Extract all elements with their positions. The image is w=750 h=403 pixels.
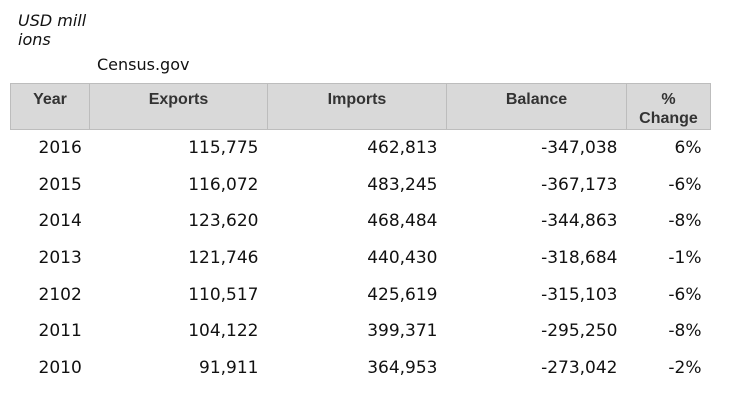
- table-row: 2015 116,072 483,245 -367,173 -6%: [11, 167, 711, 204]
- units-caption: USD millions: [18, 11, 87, 49]
- cell-percent-change: -8%: [668, 211, 702, 232]
- cell-percent-change: -8%: [668, 321, 702, 342]
- cell-imports: 468,484: [367, 211, 438, 232]
- cell-imports: 364,953: [367, 357, 438, 378]
- cell-exports: 104,122: [188, 321, 259, 342]
- table-row: 2011 104,122 399,371 -295,250 -8%: [11, 313, 711, 350]
- cell-year: 2011: [38, 321, 82, 342]
- table-header-row: Year Exports Imports Balance % Change: [10, 83, 711, 130]
- cell-exports: 91,911: [199, 357, 259, 378]
- cell-balance: -273,042: [541, 357, 618, 378]
- cell-imports: 440,430: [367, 248, 438, 269]
- header-exports: Exports: [89, 83, 268, 130]
- cell-percent-change: -6%: [668, 284, 702, 305]
- cell-percent-change: -6%: [668, 174, 702, 195]
- source-caption: Census.gov: [97, 55, 190, 74]
- cell-exports: 115,775: [188, 138, 259, 159]
- cell-percent-change: -1%: [668, 248, 702, 269]
- cell-imports: 399,371: [367, 321, 438, 342]
- cell-balance: -344,863: [541, 211, 618, 232]
- cell-exports: 123,620: [188, 211, 259, 232]
- cell-balance: -318,684: [541, 248, 618, 269]
- cell-exports: 116,072: [188, 174, 259, 195]
- cell-imports: 483,245: [367, 174, 438, 195]
- cell-percent-change: 6%: [674, 138, 702, 159]
- table-row: 2010 91,911 364,953 -273,042 -2%: [11, 350, 711, 387]
- cell-year: 2015: [38, 174, 82, 195]
- trade-table: Year Exports Imports Balance % Change 20…: [10, 83, 711, 386]
- cell-balance: -295,250: [541, 321, 618, 342]
- cell-year: 2016: [38, 138, 82, 159]
- cell-year: 2014: [38, 211, 82, 232]
- cell-balance: -347,038: [541, 138, 618, 159]
- cell-year: 2102: [38, 284, 82, 305]
- cell-balance: -367,173: [541, 174, 618, 195]
- cell-exports: 121,746: [188, 248, 259, 269]
- cell-balance: -315,103: [541, 284, 618, 305]
- header-balance: Balance: [446, 83, 627, 130]
- cell-imports: 462,813: [367, 138, 438, 159]
- cell-year: 2010: [38, 357, 82, 378]
- header-percent-change: % Change: [626, 83, 711, 130]
- cell-imports: 425,619: [367, 284, 438, 305]
- cell-percent-change: -2%: [668, 357, 702, 378]
- header-imports: Imports: [267, 83, 447, 130]
- table-row: 2014 123,620 468,484 -344,863 -8%: [11, 203, 711, 240]
- table-row: 2013 121,746 440,430 -318,684 -1%: [11, 240, 711, 277]
- cell-year: 2013: [38, 248, 82, 269]
- table-row: 2102 110,517 425,619 -315,103 -6%: [11, 276, 711, 313]
- cell-exports: 110,517: [188, 284, 259, 305]
- header-year: Year: [10, 83, 90, 130]
- table-row: 2016 115,775 462,813 -347,038 6%: [11, 130, 711, 167]
